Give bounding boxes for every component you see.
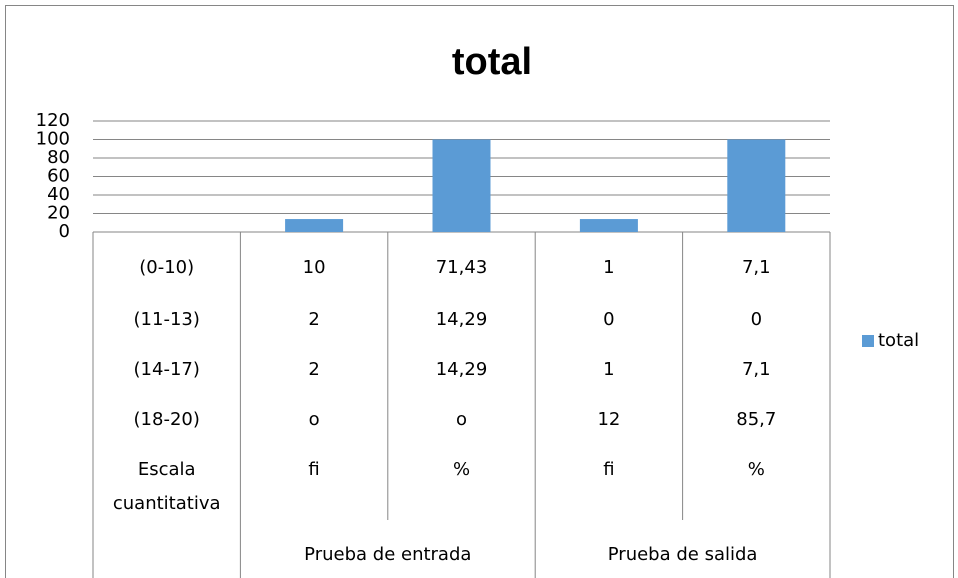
bar bbox=[285, 219, 344, 232]
category-label: fi bbox=[603, 459, 614, 480]
category-label: 2 bbox=[308, 309, 319, 330]
category-label: 12 bbox=[597, 409, 620, 430]
category-label: o bbox=[456, 409, 467, 430]
category-label: (14-17) bbox=[134, 359, 200, 380]
category-label: 1 bbox=[603, 257, 614, 278]
legend-swatch bbox=[862, 335, 874, 347]
y-tick-label: 120 bbox=[36, 110, 70, 131]
category-label: % bbox=[748, 459, 765, 480]
chart-border bbox=[5, 5, 954, 578]
category-label: 7,1 bbox=[742, 257, 771, 278]
category-label: 0 bbox=[751, 309, 762, 330]
category-label: (0-10) bbox=[139, 257, 194, 278]
chart-title: total bbox=[452, 41, 532, 83]
category-label: (18-20) bbox=[134, 409, 200, 430]
category-label: 2 bbox=[308, 359, 319, 380]
bar bbox=[579, 219, 638, 232]
y-tick-label: 100 bbox=[36, 129, 70, 150]
y-tick-label: 40 bbox=[47, 184, 70, 205]
category-label: (11-13) bbox=[134, 309, 200, 330]
category-label: 0 bbox=[603, 309, 614, 330]
y-tick-label: 80 bbox=[47, 147, 70, 168]
category-label: fi bbox=[308, 459, 319, 480]
y-tick-label: 60 bbox=[47, 166, 70, 187]
y-tick-label: 0 bbox=[59, 221, 70, 242]
category-label: 85,7 bbox=[736, 409, 776, 430]
category-label: 7,1 bbox=[742, 359, 771, 380]
category-label: % bbox=[453, 459, 470, 480]
legend-label: total bbox=[878, 330, 919, 351]
category-label: 10 bbox=[303, 257, 326, 278]
category-label: o bbox=[309, 409, 320, 430]
category-label: 14,29 bbox=[436, 359, 488, 380]
category-label: 71,43 bbox=[436, 257, 488, 278]
group-label: Prueba de entrada bbox=[304, 544, 471, 565]
category-label: 14,29 bbox=[436, 309, 488, 330]
group-label: Prueba de salida bbox=[608, 544, 758, 565]
category-label: 1 bbox=[603, 359, 614, 380]
bar bbox=[727, 139, 786, 232]
y-tick-label: 20 bbox=[47, 203, 70, 224]
category-label: Escala cuantitativa bbox=[113, 459, 221, 514]
bar bbox=[432, 139, 491, 232]
